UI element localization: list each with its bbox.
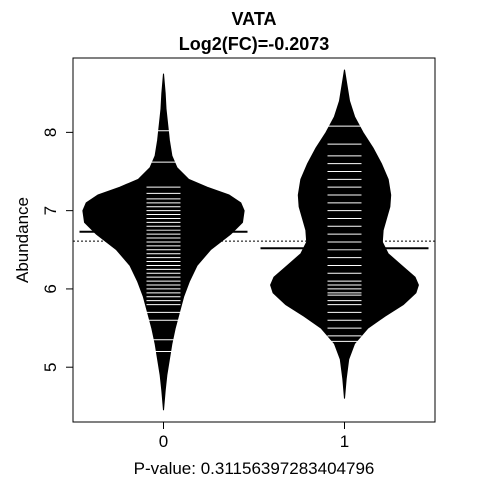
y-tick-label: 6 bbox=[41, 284, 60, 293]
chart-subtitle: Log2(FC)=-0.2073 bbox=[179, 34, 330, 54]
x-axis-label: P-value: 0.31156397283404796 bbox=[134, 459, 375, 478]
x-tick-label: 1 bbox=[340, 432, 349, 451]
x-tick-label: 0 bbox=[159, 432, 168, 451]
y-tick-label: 5 bbox=[41, 362, 60, 371]
y-tick-label: 8 bbox=[41, 128, 60, 137]
axes-layer: 5 6 7 8 0 1 bbox=[41, 128, 349, 451]
bean-layer bbox=[73, 69, 435, 411]
y-tick-label: 7 bbox=[41, 206, 60, 215]
plot-frame bbox=[72, 57, 436, 423]
y-axis-label: Abundance bbox=[13, 197, 32, 283]
chart-title: VATA bbox=[232, 9, 277, 29]
